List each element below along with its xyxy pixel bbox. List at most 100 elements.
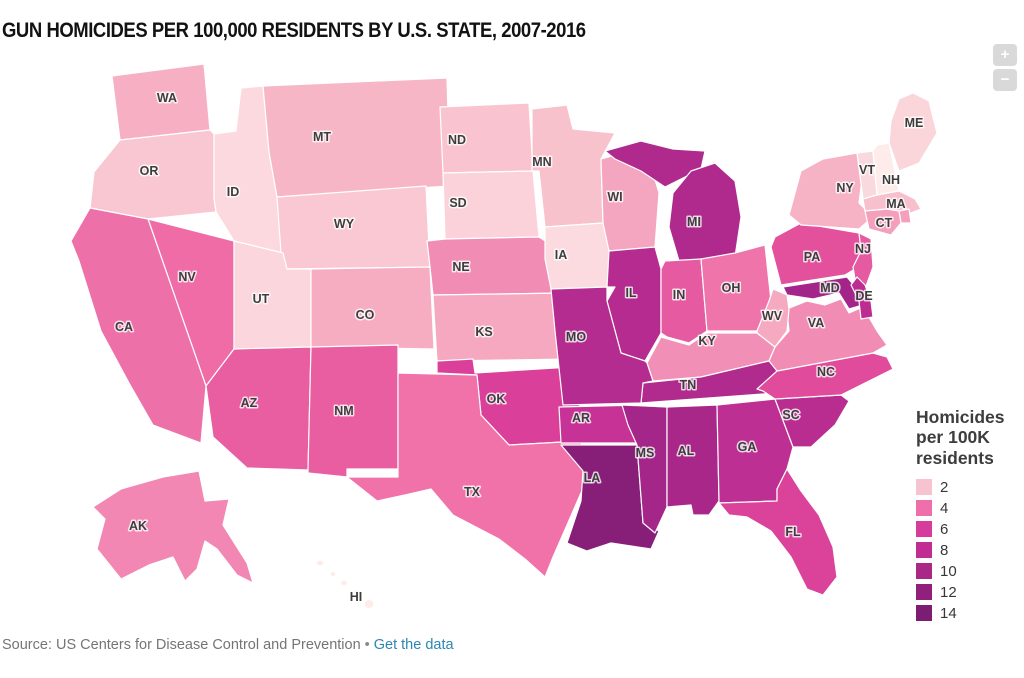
state-wv-label: WV — [762, 309, 783, 323]
legend-swatch — [916, 500, 932, 517]
legend-label: 12 — [940, 583, 957, 601]
state-ks-label: KS — [475, 325, 492, 339]
state-ca-label: CA — [115, 320, 133, 334]
state-nh[interactable] — [872, 142, 900, 196]
state-in-label: IN — [673, 288, 686, 302]
source-separator: • — [364, 637, 370, 653]
state-md-label: MD — [820, 281, 839, 295]
state-mt[interactable] — [262, 77, 451, 198]
legend-item: 14 — [916, 604, 1022, 622]
state-ak-label: AK — [129, 519, 147, 533]
state-az-label: AZ — [241, 396, 258, 410]
state-nh-label: NH — [882, 173, 900, 187]
state-in[interactable] — [660, 258, 708, 344]
zoom-in-button[interactable]: + — [993, 44, 1017, 66]
state-md[interactable] — [782, 276, 864, 310]
source-line: Source: US Centers for Disease Control a… — [2, 637, 454, 653]
legend-label: 2 — [940, 478, 949, 496]
legend-item: 8 — [916, 542, 1022, 559]
state-nd-label: ND — [448, 133, 466, 147]
legend-item: 10 — [916, 562, 1022, 580]
source-text: Source: US Centers for Disease Control a… — [2, 637, 361, 653]
legend-item: 4 — [916, 499, 1022, 517]
state-nc-label: NC — [817, 365, 835, 379]
state-hi-island[interactable] — [363, 598, 375, 610]
state-tx-label: TX — [464, 485, 481, 499]
get-the-data-link[interactable]: Get the data — [373, 637, 454, 653]
state-al-label: AL — [678, 444, 695, 458]
state-va[interactable] — [768, 298, 888, 372]
state-sc-label: SC — [782, 408, 799, 422]
legend-label: 14 — [940, 604, 957, 622]
state-hi-island[interactable] — [352, 588, 360, 596]
legend-swatch — [916, 479, 932, 496]
state-mi-label: MI — [687, 215, 701, 229]
state-sd-label: SD — [449, 196, 466, 210]
state-nj-label: NJ — [855, 242, 871, 256]
state-hi[interactable] — [315, 559, 375, 610]
state-de[interactable] — [850, 276, 874, 320]
state-mo-label: MO — [566, 330, 586, 344]
state-mn-label: MN — [532, 155, 551, 169]
state-ne-label: NE — [452, 260, 469, 274]
state-il-label: IL — [625, 286, 636, 300]
state-ar-label: AR — [572, 411, 590, 425]
state-ct-label: CT — [876, 216, 893, 230]
state-ga-label: GA — [738, 440, 757, 454]
state-id-label: ID — [227, 185, 240, 199]
state-ut-label: UT — [253, 292, 270, 306]
legend-swatch — [916, 542, 932, 559]
state-mo[interactable] — [550, 286, 654, 406]
state-al[interactable] — [666, 404, 720, 516]
state-ky-label: KY — [698, 334, 716, 348]
state-az[interactable] — [205, 346, 312, 471]
legend-label: 10 — [940, 562, 957, 580]
legend-swatch — [916, 584, 932, 601]
state-oh-label: OH — [722, 281, 741, 295]
state-or-label: OR — [140, 164, 159, 178]
legend-swatch — [916, 521, 932, 538]
state-ct[interactable] — [864, 208, 902, 236]
state-hi-island[interactable] — [315, 559, 325, 567]
minus-icon: − — [1000, 71, 1010, 88]
state-tx[interactable] — [347, 372, 588, 578]
map-legend: Homicides per 100K residents 2 4 6 8 10 … — [916, 407, 1022, 626]
state-ks[interactable] — [432, 292, 572, 362]
state-ms-label: MS — [636, 446, 655, 460]
state-va-label: VA — [808, 316, 824, 330]
state-ak[interactable] — [92, 470, 254, 584]
state-labels: WA OR ID MT WY NV CA UT CO AZ NM ND SD N… — [113, 90, 924, 606]
state-wv[interactable] — [756, 288, 790, 348]
state-fl[interactable] — [718, 468, 838, 596]
state-fl-label: FL — [785, 525, 801, 539]
state-co[interactable] — [310, 266, 435, 350]
page-title: GUN HOMICIDES PER 100,000 RESIDENTS BY U… — [2, 19, 586, 43]
state-wa-label: WA — [157, 91, 177, 105]
state-hi-island[interactable] — [339, 579, 349, 587]
state-shapes — [70, 63, 938, 610]
state-vt-label: VT — [859, 163, 875, 177]
state-nm[interactable] — [307, 344, 399, 478]
state-mi[interactable] — [668, 162, 742, 262]
state-ca[interactable] — [70, 207, 207, 444]
state-hi-island[interactable] — [329, 570, 337, 578]
state-me[interactable] — [888, 92, 938, 172]
legend-label: 4 — [940, 499, 949, 517]
state-tn-label: TN — [680, 378, 697, 392]
state-la-label: LA — [584, 471, 601, 485]
state-me-label: ME — [905, 116, 924, 130]
legend-swatch — [916, 563, 932, 580]
zoom-out-button[interactable]: − — [993, 69, 1017, 91]
state-mt-label: MT — [313, 130, 331, 144]
legend-swatch — [916, 605, 932, 622]
state-hi-label: HI — [350, 590, 363, 604]
legend-item: 12 — [916, 583, 1022, 601]
legend-label: 6 — [940, 520, 949, 538]
legend-item: 6 — [916, 520, 1022, 538]
map-zoom-controls: + − — [993, 44, 1017, 91]
state-nm-label: NM — [334, 404, 353, 418]
state-wi-label: WI — [607, 190, 622, 204]
state-nv-label: NV — [178, 270, 196, 284]
plus-icon: + — [1000, 46, 1010, 63]
